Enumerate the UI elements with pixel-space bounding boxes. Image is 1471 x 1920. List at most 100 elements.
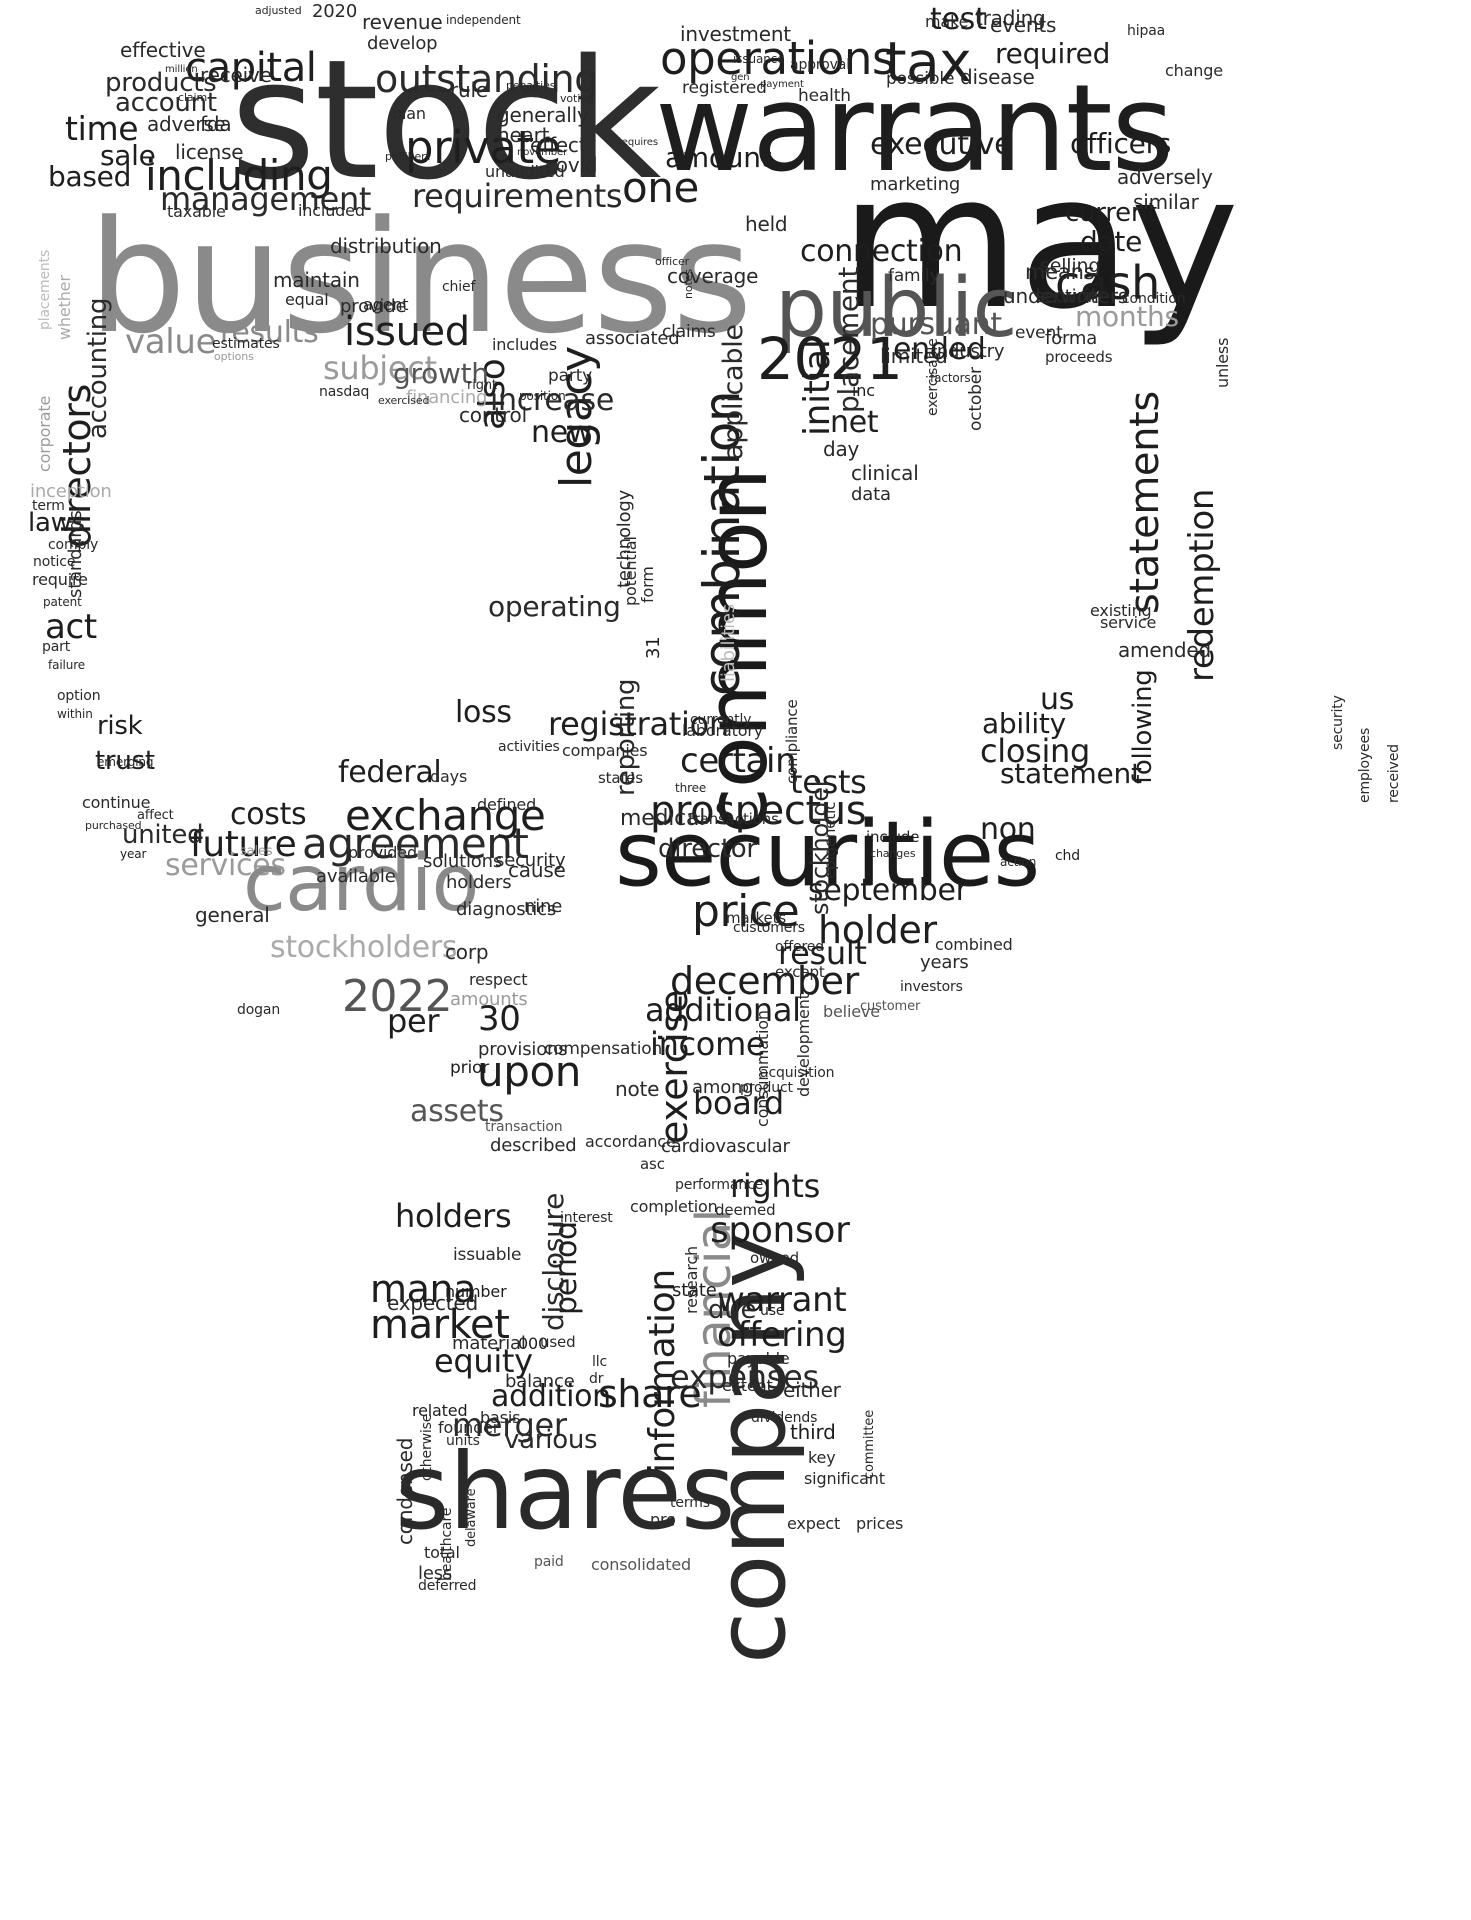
cloud-word: officers [1070,127,1172,160]
cloud-word: adverse [147,112,226,136]
cloud-word: committee [862,1410,877,1480]
cloud-word: approval [790,57,851,73]
cloud-word: adversely [1117,165,1213,189]
cloud-word: prices [856,1514,904,1533]
cloud-word: state [672,1280,717,1301]
cloud-word: forma [1045,328,1098,349]
cloud-word: amounts [450,989,528,1010]
cloud-word: companies [562,741,648,760]
cloud-word: time [65,109,139,148]
cloud-word: expected [387,1291,479,1315]
cloud-word: tests [790,763,867,801]
cloud-word: research [682,1246,701,1315]
cloud-word: 31 [643,636,664,659]
cloud-word: net [830,405,879,440]
cloud-word: business [88,187,753,368]
cloud-word: include [866,828,920,846]
cloud-word: markets [726,909,786,927]
cloud-word: coverage [667,264,759,288]
cloud-word: mana [370,1267,477,1311]
cloud-word: extent [722,1376,773,1395]
cloud-word: based [48,160,132,193]
cloud-word: three [675,781,707,795]
cloud-word: consolidated [591,1555,692,1574]
cloud-word: closing [980,732,1090,770]
cloud-word: factors [930,371,971,385]
cloud-word: exchange [345,791,546,840]
cloud-word: number [445,1282,507,1301]
cloud-word: november [517,147,568,158]
cloud-word: clinical [851,461,919,485]
cloud-word: control [459,403,527,427]
cloud-word: continue [82,793,151,812]
cloud-word: various [504,1425,598,1455]
cloud-word: changes [870,847,916,860]
cloud-word: healthcare [439,1508,455,1582]
cloud-word: private [405,121,561,174]
cloud-word: liabilities [718,604,739,683]
cloud-word: days [430,767,468,786]
cloud-word: prospectus [650,788,867,834]
cloud-word: trust [95,746,155,776]
cloud-word: share [598,1372,702,1416]
cloud-word: received [1386,744,1402,804]
cloud-word: board [693,1084,784,1122]
cloud-word: maintain [273,268,360,292]
cloud-word: basis [480,1408,521,1427]
cloud-word: notes [682,268,695,299]
cloud-word: new [531,415,593,450]
cloud-word: means [1025,260,1095,284]
cloud-word: except [775,963,825,981]
cloud-word: gen [731,72,750,83]
cloud-word: respect [469,970,528,989]
cloud-word: acquisition [760,1065,835,1081]
cloud-word: heart [497,123,550,147]
cloud-word: limited [880,344,948,368]
cloud-word: warrant [717,1280,847,1320]
cloud-word: holders [446,872,512,893]
cloud-word: tax [885,30,972,94]
cloud-word: dividends [751,1410,818,1426]
cloud-word: services [165,848,286,883]
cloud-word: significant [804,1469,885,1488]
cloud-word: generally [497,103,589,127]
cloud-word: due [708,1295,757,1325]
cloud-word: receive [200,63,272,87]
cloud-word: 2020 [312,1,358,22]
cloud-word: underwriters [1003,284,1129,308]
cloud-word: marketing [870,174,961,195]
cloud-word: deferred [418,1578,477,1594]
cloud-word: expect [787,1514,841,1533]
cloud-word: date [1080,225,1143,258]
cloud-word: philibert [385,150,430,163]
cloud-word: comply [48,537,99,553]
cloud-word: per [387,1002,440,1040]
cloud-word: disease [960,65,1035,89]
cloud-word: subject [323,349,437,387]
cloud-word: agent [363,295,409,314]
cloud-word: statement [1000,757,1142,790]
cloud-word: nasdaq [319,384,370,400]
cloud-word: provisions [478,1039,568,1060]
cloud-word: fda [200,112,232,136]
cloud-word: voting [560,92,594,105]
cloud-word: agreement [302,819,529,868]
cloud-word: result [778,934,867,972]
cloud-word: diagnostics [456,899,557,920]
cloud-word: action [1000,855,1037,869]
cloud-word: units [446,1433,480,1449]
cloud-word: right [467,378,497,393]
cloud-word: future [190,824,297,865]
cloud-word: accordance [585,1132,676,1151]
cloud-word: management [160,180,372,218]
cloud-word: options [214,350,254,363]
cloud-word: patent [43,595,82,609]
cloud-word: year [120,847,147,861]
cloud-word: 2021 [757,325,903,393]
cloud-word: federal [338,755,442,790]
cloud-word: registration [548,705,729,743]
cloud-word: security [495,850,566,871]
cloud-word: sponsor [710,1210,850,1251]
cloud-word: provided [348,843,417,862]
cloud-word: unless [1213,337,1232,388]
